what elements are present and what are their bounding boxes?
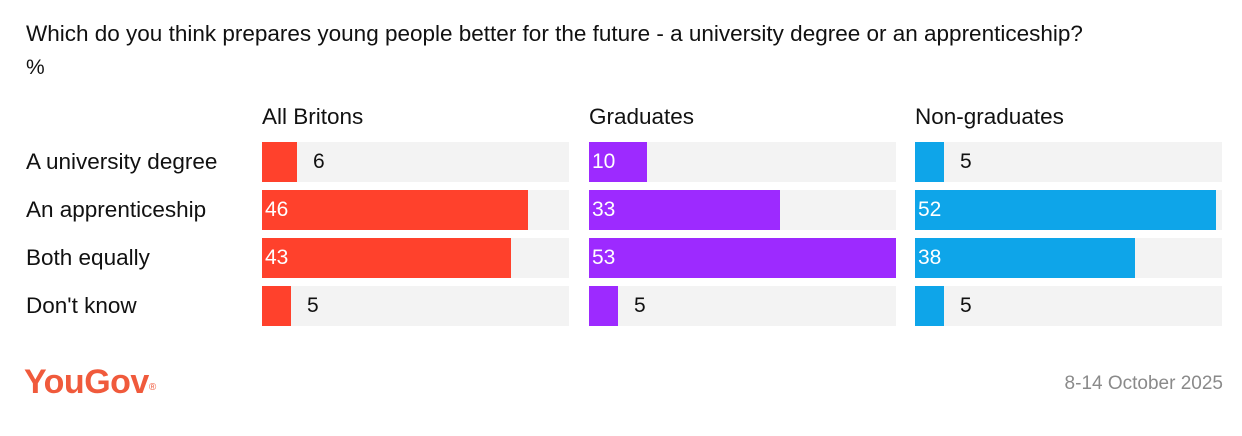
series-header: Non-graduates	[915, 104, 1064, 129]
bar	[915, 190, 1216, 230]
bar-track: 53	[589, 238, 896, 278]
bar	[915, 286, 944, 326]
data-label: 33	[592, 198, 616, 221]
data-label: 53	[592, 246, 616, 269]
bar	[262, 238, 511, 278]
unit-label: %	[26, 56, 45, 79]
yougov-logo: YouGov®	[24, 362, 156, 402]
bar-track: 10	[589, 142, 896, 182]
series-header: Graduates	[589, 104, 695, 129]
data-label: 10	[592, 150, 616, 173]
row-label: An apprenticeship	[26, 197, 207, 222]
bar-track: 5	[915, 142, 1222, 182]
data-label: 6	[313, 150, 325, 173]
bar	[915, 238, 1135, 278]
fieldwork-date: 8-14 October 2025	[1064, 373, 1223, 394]
row-label: Don't know	[26, 293, 137, 318]
logo-registered-mark: ®	[148, 382, 156, 393]
bar-track: 43	[262, 238, 569, 278]
data-label: 5	[634, 294, 646, 317]
data-label: 46	[265, 198, 289, 221]
data-label: 5	[307, 294, 319, 317]
series-header: All Britons	[262, 104, 364, 129]
bar-track: 46	[262, 190, 569, 230]
bar-track: 5	[915, 286, 1222, 326]
data-label: 5	[960, 150, 972, 173]
bar-track: 6	[262, 142, 569, 182]
bar-track: 52	[915, 190, 1222, 230]
bar	[262, 286, 291, 326]
data-label: 38	[918, 246, 942, 269]
bar-track: 5	[262, 286, 569, 326]
bar	[589, 286, 618, 326]
bar	[915, 142, 944, 182]
bar	[589, 190, 780, 230]
bar	[262, 142, 297, 182]
bar-track: 38	[915, 238, 1222, 278]
row-label: A university degree	[26, 149, 218, 174]
row-label: Both equally	[26, 245, 150, 270]
logo-text: YouGov	[24, 363, 149, 401]
data-label: 52	[918, 198, 942, 221]
chart-title: Which do you think prepares young people…	[26, 21, 1083, 46]
bar	[589, 142, 647, 182]
bar-track: 5	[589, 286, 896, 326]
data-label: 43	[265, 246, 289, 269]
bar	[589, 238, 896, 278]
bar	[262, 190, 528, 230]
data-label: 5	[960, 294, 972, 317]
bar-track: 33	[589, 190, 896, 230]
